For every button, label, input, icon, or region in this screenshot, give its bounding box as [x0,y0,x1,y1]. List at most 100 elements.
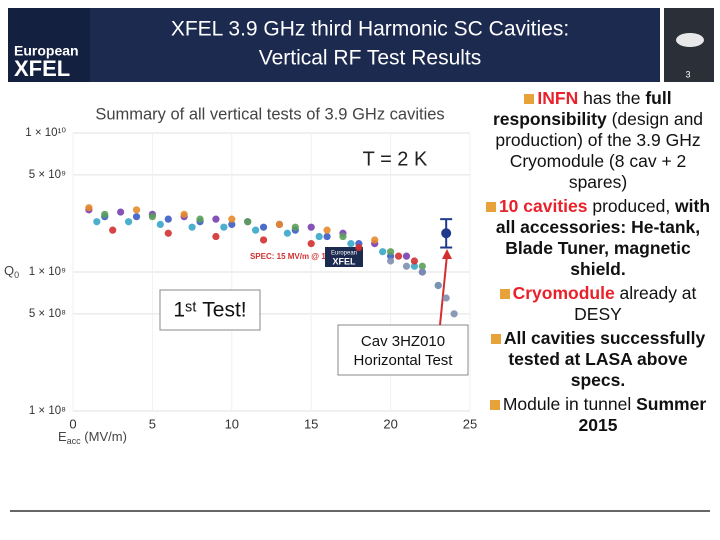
y-tick-label: 5 × 10⁸ [29,308,66,320]
data-point [228,215,236,223]
slide-title: XFEL 3.9 GHz third Harmonic SC Cavities: [171,18,569,41]
data-point [410,262,419,270]
data-point [212,232,220,241]
temperature-note: T = 2 K [363,148,428,170]
bullet-text: has the [578,88,646,108]
data-point [275,220,284,229]
cavity-arrow [439,254,448,326]
bullet-text: already at DESY [574,283,697,324]
x-tick-label: 15 [304,416,318,431]
data-point [164,215,172,223]
bullet: INFN has the full responsibility (design… [482,88,714,193]
data-point [307,223,315,231]
first-test-box [159,289,261,331]
header-photo-glow [676,33,704,47]
data-point [156,220,164,229]
bullet-text: INFN [537,88,579,108]
bullet-text: produced, [587,196,671,216]
data-point [315,232,323,241]
data-point [259,236,268,244]
data-point [164,229,172,237]
x-axis-label: Eacc (MV/m) [58,429,127,446]
x-tick-label: 20 [383,416,397,431]
header-bar [8,8,660,82]
data-point [323,232,331,241]
chart-logo [325,247,363,267]
data-point [291,223,299,231]
data-point [418,268,426,276]
data-point [387,257,395,265]
data-point [101,210,109,218]
y-axis-label: Q0 [4,263,19,280]
data-point [307,240,315,248]
data-point [434,281,442,290]
data-point [124,218,133,226]
bullet-text: with all accessories: He-tank, Blade Tun… [495,196,711,279]
bullet: Module in tunnel Summer 2015 [482,394,714,436]
bullet: All cavities successfully tested at LASA… [482,328,714,391]
bullet-text: 10 cavities [498,196,588,216]
data-point [402,262,411,270]
bullet-text: Summer 2015 [578,394,707,435]
cavity-note: Horizontal Test [354,352,454,369]
page-number: 3 [685,69,690,79]
data-point [252,226,260,234]
data-point [259,223,268,231]
data-point [188,223,196,231]
bullet-text: (design and production) of the 3.9 GHz C… [495,109,704,192]
y-label-main: Q [4,263,14,278]
horizontal-test-point [441,228,452,239]
data-point [355,243,363,252]
cavity-box [337,324,469,376]
data-point [418,262,426,270]
data-point [117,208,125,216]
y-tick-label: 1 × 10¹⁰ [25,127,66,139]
data-point [85,204,93,212]
data-point [323,226,331,234]
bullet: 10 cavities produced, with all accessori… [482,196,714,280]
logo-top: European [14,43,79,59]
chart-title: Summary of all vertical tests of 3.9 GHz… [95,105,444,123]
data-point [394,252,403,260]
data-point [339,232,347,241]
data-point [283,229,291,237]
data-point [93,218,101,226]
cavity-arrowhead [442,249,452,259]
data-point [109,226,117,234]
x-label-sub: acc [67,436,82,446]
logo-box [8,8,90,82]
first-test-note: 1ˢᵗ Test! [173,299,246,322]
bullet-text: All cavities successfully tested at LASA… [503,328,706,390]
data-point [180,210,188,218]
x-tick-label: 5 [149,416,156,431]
data-point [442,294,450,302]
data-point [132,213,141,221]
bullet-list: INFN has the full responsibility (design… [482,88,714,439]
x-tick-label: 10 [225,416,239,431]
data-point [410,257,419,265]
x-label-main: E [58,429,67,444]
data-point [228,220,236,229]
y-tick-label: 5 × 10⁹ [29,169,66,181]
data-point [347,240,355,248]
x-tick-label: 0 [69,416,76,431]
bullet: Cryomodule already at DESY [482,283,714,325]
bullet-text: full responsibility [492,88,672,129]
chart-logo-bottom: XFEL [332,256,356,266]
data-point [450,310,458,318]
x-label-unit: (MV/m) [81,429,127,444]
cavity-note: Cav 3HZ010 [361,333,445,350]
data-point [402,252,411,260]
data-point [212,215,220,223]
data-point [132,206,141,214]
spec-note: SPEC: 15 MV/m @ 10⁹ [250,252,334,261]
data-point [379,248,387,256]
bullet-text: Cryomodule [512,283,615,303]
bullet-text: Module in tunnel [502,394,632,414]
y-label-sub: 0 [14,270,19,280]
data-point [244,218,252,226]
data-point [220,223,228,231]
chart-logo-top: European [331,251,357,257]
